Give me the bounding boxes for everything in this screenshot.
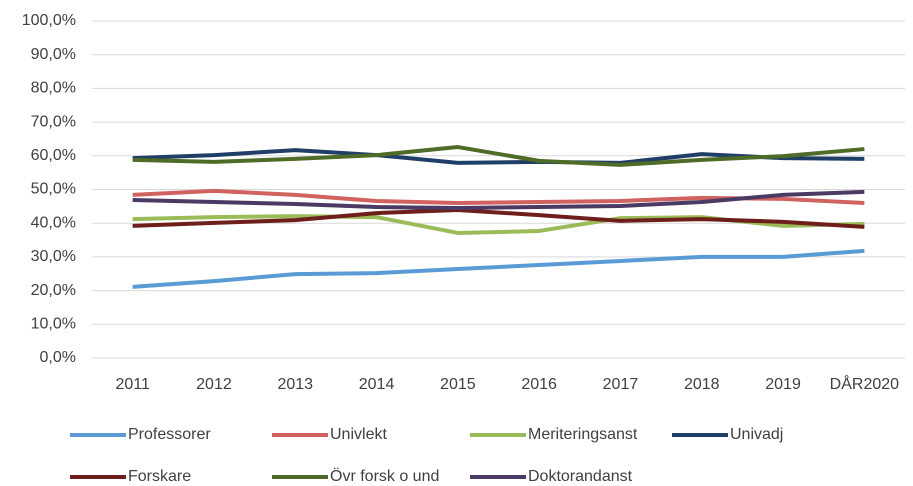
legend-label: Professorer [128,426,211,443]
x-tick-label: 2018 [684,376,720,393]
y-tick-label: 30,0% [31,248,76,265]
legend-label: Övr forsk o und [330,467,439,485]
legend-label: Univlekt [330,426,387,443]
legend-label: Univadj [730,426,783,443]
series-line [132,189,865,211]
series-line [132,145,865,167]
x-tick-label: 2019 [765,376,801,393]
x-tick-label: DÅR2020 [830,374,899,393]
legend-label: Forskare [128,468,191,485]
series-line [132,214,865,235]
y-tick-label: 50,0% [31,181,76,198]
y-tick-label: 40,0% [31,214,76,231]
y-tick-label: 60,0% [31,147,76,164]
x-tick-label: 2011 [115,376,150,393]
series-line [132,208,865,229]
y-tick-label: 100,0% [22,12,76,29]
y-tick-label: 0,0% [40,349,76,366]
x-tick-label: 2015 [440,376,476,393]
x-tick-label: 2016 [521,376,557,393]
y-tick-label: 80,0% [31,80,76,97]
y-tick-label: 10,0% [31,316,76,333]
series-line [132,248,865,289]
legend-label: Meriteringsanst [528,426,638,443]
x-tick-label: 2017 [603,376,639,393]
x-tick-label: 2012 [196,376,232,393]
x-tick-label: 2014 [359,376,395,393]
y-tick-label: 70,0% [31,113,76,130]
y-tick-label: 90,0% [31,46,76,63]
x-tick-label: 2013 [277,376,313,393]
y-tick-label: 20,0% [31,282,76,299]
legend-label: Doktorandanst [528,468,633,485]
